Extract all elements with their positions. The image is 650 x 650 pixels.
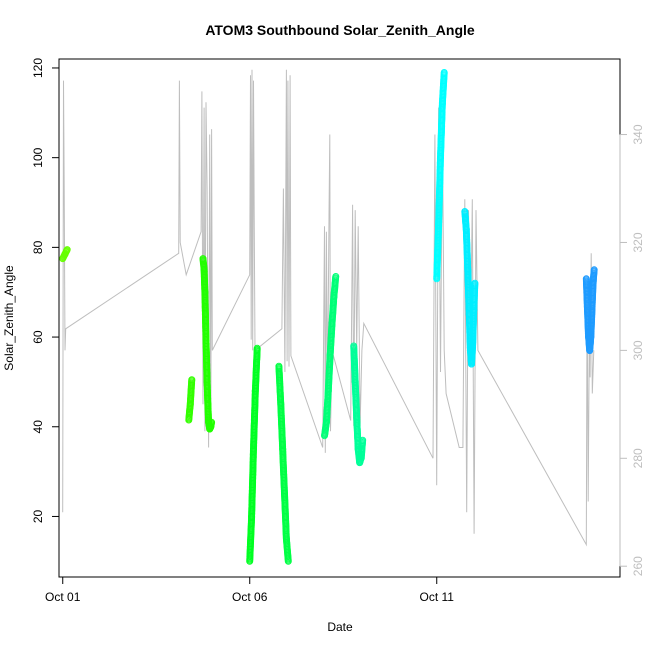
data-point	[471, 279, 479, 287]
series-2	[185, 376, 196, 424]
series-10	[582, 266, 598, 354]
series-4	[246, 344, 261, 565]
y-tick-label: 100	[31, 147, 45, 167]
y2-tick-label: 300	[631, 340, 645, 360]
series-6	[321, 273, 340, 440]
y-axis-label: Solar_Zenith_Angle	[2, 265, 16, 371]
y-tick-label: 60	[31, 330, 45, 344]
secondary-line	[62, 69, 595, 547]
series-9	[461, 208, 479, 368]
y-tick-label: 40	[31, 420, 45, 434]
series-3	[199, 255, 216, 433]
data-point	[253, 344, 261, 352]
data-series	[59, 69, 598, 565]
x-tick-label: Oct 11	[420, 590, 455, 604]
series-1	[59, 246, 71, 263]
secondary-series	[62, 69, 595, 547]
plot-frame	[58, 58, 621, 578]
y2-tick-label: 320	[631, 232, 645, 252]
data-point	[284, 557, 292, 565]
series-7	[350, 342, 367, 467]
series-8	[433, 69, 448, 283]
series-5	[275, 362, 292, 565]
data-point	[208, 418, 216, 426]
y2-tick-label: 280	[631, 448, 645, 468]
axes: Oct 01 Oct 06 Oct 11 20 40 60 80 100 120 260 280 30…	[31, 58, 645, 604]
y-tick-label: 80	[31, 240, 45, 254]
y2-tick-label: 340	[631, 124, 645, 144]
x-tick-label: Oct 01	[45, 590, 81, 604]
data-point	[332, 273, 340, 280]
x-tick-label: Oct 06	[232, 590, 268, 604]
data-point	[359, 436, 367, 444]
data-point	[188, 376, 196, 384]
chart-title: ATOM3 Southbound Solar_Zenith_Angle	[205, 22, 475, 38]
data-point	[440, 69, 448, 76]
y-tick-label: 120	[31, 58, 45, 78]
y-tick-label: 20	[31, 510, 45, 524]
data-point	[63, 246, 71, 254]
y2-tick-label: 260	[631, 556, 645, 576]
x-axis-label: Date	[327, 620, 353, 634]
data-point	[590, 266, 598, 274]
